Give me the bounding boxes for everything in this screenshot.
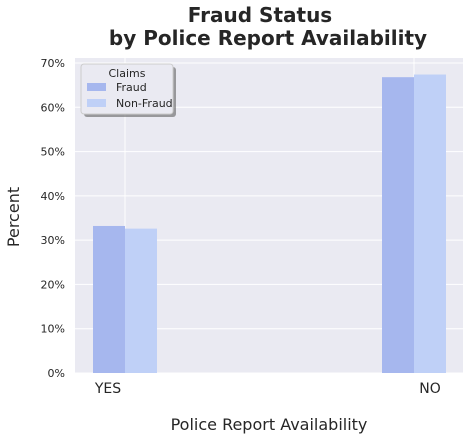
bars xyxy=(93,74,446,374)
bar-yes-fraud xyxy=(93,225,125,373)
bar-no-fraud xyxy=(382,77,414,374)
bar-yes-non-fraud xyxy=(125,228,157,373)
y-tick-label: 70% xyxy=(41,57,65,70)
legend-swatch-fraud xyxy=(87,83,106,91)
y-tick-label: 40% xyxy=(41,190,65,203)
legend-swatch-non-fraud xyxy=(87,99,106,107)
y-tick-label: 0% xyxy=(48,367,65,380)
y-tick-label: 20% xyxy=(41,278,65,291)
legend-title: Claims xyxy=(109,67,146,80)
x-tick-label: NO xyxy=(419,381,441,397)
x-tick-labels: YES NO xyxy=(94,381,441,397)
y-tick-label: 60% xyxy=(41,101,65,114)
x-tick-label: YES xyxy=(94,381,121,397)
y-axis-label: Percent xyxy=(4,187,23,247)
x-axis-label: Police Report Availability xyxy=(171,415,368,434)
y-tick-labels: 0% 10% 20% 30% 40% 50% 60% 70% xyxy=(41,57,65,380)
legend-label-non-fraud: Non-Fraud xyxy=(116,97,173,110)
chart-title: Fraud Status xyxy=(188,3,332,27)
bar-no-non-fraud xyxy=(414,74,446,373)
y-tick-label: 10% xyxy=(41,323,65,336)
y-tick-label: 50% xyxy=(41,146,65,159)
y-tick-label: 30% xyxy=(41,234,65,247)
legend-label-fraud: Fraud xyxy=(116,81,147,94)
chart-subtitle: by Police Report Availability xyxy=(109,26,427,50)
legend: Claims Fraud Non-Fraud xyxy=(80,63,176,117)
